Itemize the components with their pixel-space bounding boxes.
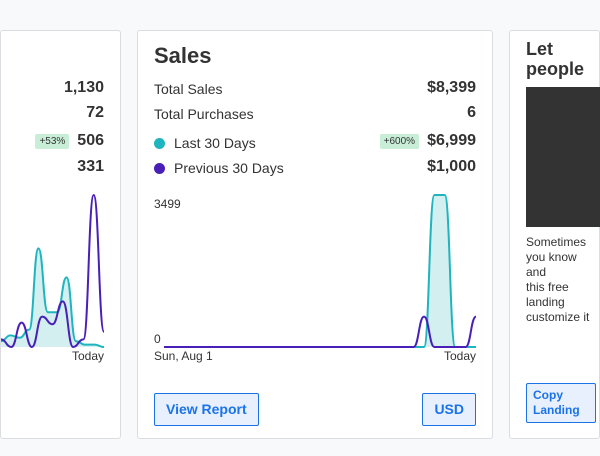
view-report-button[interactable]: View Report [154,393,259,426]
promo-card: Let people Sometimes you know and this f… [509,30,600,439]
prev30-line [164,315,477,348]
legend-dot-icon [154,162,165,174]
x-end-label: Today [443,349,476,363]
sales-card: Sales Total Sales $8,399 Total Purchases… [137,30,493,439]
change-badge: +600% [379,133,420,149]
promo-text-line: this free landing [526,280,569,309]
legend-last30: Last 30 Days [174,135,256,151]
y-max-label: 3499 [154,197,181,211]
x-start-label: Sun, Aug 1 [154,349,213,363]
prev30-value: $1,000 [427,158,476,175]
sales-chart [164,194,477,348]
total-purchases-label: Total Purchases [154,106,254,122]
previous-line [1,193,105,349]
left-sparkline-chart [1,193,105,349]
total-sales-value: $8,399 [427,79,476,96]
change-badge: +53% [35,133,70,149]
copy-landing-button[interactable]: Copy Landing [526,383,596,423]
stat-value: 506 [77,132,104,149]
last30-area [164,195,476,347]
x-end-label: Today [71,349,104,363]
total-purchases-value: 6 [467,104,476,121]
card-title: Let people [526,39,585,79]
left-stats-card: 1,130 72 +53% 506 331 Today [0,30,121,439]
current-area [1,248,104,347]
stat-value: 1,130 [63,79,104,96]
promo-image [526,87,600,227]
stat-value: 331 [77,158,104,175]
card-title: Sales [154,43,212,68]
legend-prev30: Previous 30 Days [174,160,284,176]
stat-value: 72 [86,104,104,121]
currency-button[interactable]: USD [422,393,476,426]
promo-text-line: customize it [526,310,590,324]
promo-text: Sometimes you know and this free landing… [526,235,596,325]
last30-value: $6,999 [427,132,476,149]
current-line [1,247,105,348]
promo-text-line: you know and [526,250,577,279]
legend-dot-icon [154,137,165,149]
total-sales-label: Total Sales [154,81,223,97]
y-min-label: 0 [154,332,161,346]
promo-text-line: Sometimes [526,235,587,249]
